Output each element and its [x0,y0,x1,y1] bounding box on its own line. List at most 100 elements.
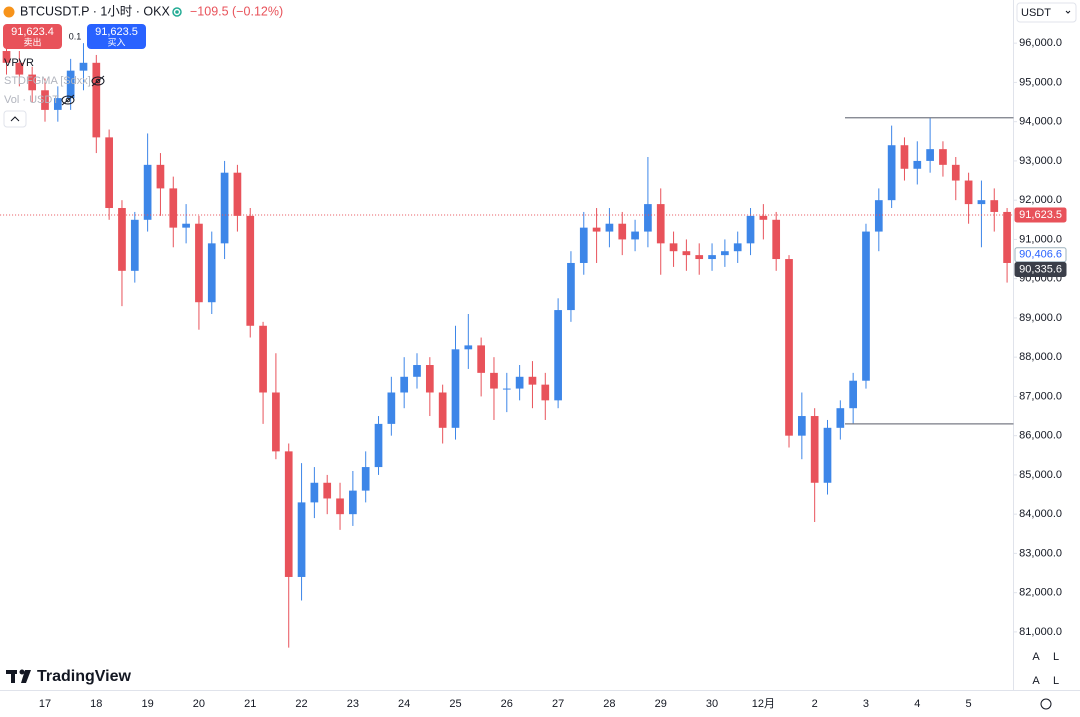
candle-body [349,490,357,515]
candle-body [772,219,781,260]
price-label-box [1014,261,1067,277]
indicator[interactable]: VPVR [4,57,34,69]
x-tick-label: 17 [39,698,51,710]
candle-body [862,231,870,381]
sell-button[interactable] [3,24,62,49]
indicator[interactable]: STDFGMA [Sdxx] [4,75,91,87]
price-label-box [1014,247,1067,263]
candle-body [15,62,24,75]
x-tick-label: 23 [347,698,359,710]
candle-body [554,310,562,401]
candle-body [990,200,999,212]
candle-body [195,223,203,303]
candle-body [451,349,460,428]
scale-button[interactable]: A [1032,675,1040,687]
candle-body [695,255,704,260]
candle-body [374,423,383,468]
candle-body [323,482,332,499]
candle-body [425,365,434,393]
candle-body [272,392,280,452]
sell-label[interactable]: 卖出 [23,36,41,47]
scale-button[interactable]: L [1053,675,1059,687]
collapse-button[interactable] [3,110,27,128]
currency-selector[interactable] [1016,2,1077,23]
y-tick-label: 85,000.0 [1019,469,1062,481]
candle-body [926,149,934,161]
symbol[interactable]: BTCUSDT.P · 1小时 · OKX [20,4,170,18]
candle-body [644,204,652,232]
candle-body [631,231,639,240]
sell-price[interactable]: 91,623.4 [11,26,54,38]
dropdown-icon [1065,10,1071,14]
buy-label[interactable]: 买入 [107,37,125,47]
x-tick-label: 5 [966,698,972,710]
indicator[interactable]: Vol · USDT [4,94,59,106]
scale-button[interactable]: A [1032,651,1040,663]
change: −109.5 (−0.12%) [190,4,283,18]
x-tick-label: 19 [141,698,153,710]
candle-body [387,392,396,424]
candle-body [284,451,293,577]
currency[interactable]: USDT [1021,7,1051,19]
y-tick-label: 83,000.0 [1019,547,1062,559]
scale-button[interactable]: L [1053,651,1059,663]
candle-body [528,376,537,385]
candle-body [592,227,601,232]
candle-body [41,90,49,110]
collapse-icon [10,116,20,122]
visibility-icon[interactable] [91,75,105,87]
candle-body [143,164,152,220]
x-tick-label: 21 [244,698,256,710]
candle-body [220,172,229,244]
y-tick-label: 88,000.0 [1019,351,1062,363]
candle-body [130,219,139,271]
candle-body [92,62,101,138]
buy-button[interactable] [87,24,146,49]
candle-body [836,408,845,428]
y-tick-label: 87,000.0 [1019,390,1062,402]
candle-body [259,325,267,393]
candle-body [361,467,370,491]
settings-icon[interactable] [1040,698,1052,710]
candle-body [823,427,832,483]
x-tick-label: 12月 [752,698,775,710]
candle-body [541,384,550,401]
candle-body [797,416,806,436]
candle-body [207,243,216,303]
logo [6,669,31,683]
candle-body [810,416,819,483]
y-tick-label: 82,000.0 [1019,587,1062,599]
candle-body [951,164,960,181]
candle-body [490,372,498,389]
y-tick-label: 89,000.0 [1019,312,1062,324]
candle-body [502,388,511,390]
x-tick-label: 22 [295,698,307,710]
price-label: 90,335.6 [1019,263,1062,275]
candle-body [887,145,896,201]
buy-price[interactable]: 91,623.5 [95,26,138,38]
x-tick-label: 3 [863,698,869,710]
candle-body [579,227,588,263]
candle-body [900,145,909,169]
candle-body [233,172,242,216]
candle-body [464,345,473,350]
plot-area [2,39,1011,648]
x-tick-label: 20 [193,698,205,710]
market-status-dot [175,10,179,14]
candle-body [400,376,409,393]
candle-body [477,345,485,373]
candle-body [913,160,922,169]
candle-body [567,262,575,311]
candle-body [682,251,691,256]
y-tick-label: 94,000.0 [1019,116,1062,128]
x-tick-label: 30 [706,698,718,710]
x-tick-label: 25 [449,698,461,710]
x-tick-label: 29 [655,698,667,710]
candle-body [759,215,768,220]
candle-body [66,70,75,99]
candle-body [977,200,986,205]
visibility-icon[interactable] [61,94,75,106]
candle-body [733,243,742,252]
x-tick-label: 28 [603,698,615,710]
y-tick-label: 84,000.0 [1019,508,1062,520]
